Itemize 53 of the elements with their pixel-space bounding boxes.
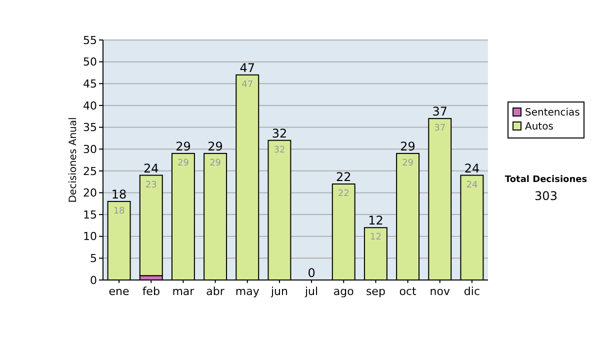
y-tick-label: 0 — [90, 274, 97, 287]
total-label: 32 — [272, 126, 288, 140]
data-label: 47 — [242, 80, 254, 90]
x-tick-label: may — [235, 285, 260, 298]
x-tick-label: sep — [366, 285, 386, 298]
data-label: 29 — [177, 158, 190, 168]
y-tick-label: 20 — [83, 186, 97, 200]
legend-label: Autos — [525, 122, 554, 132]
total-label: 0 — [308, 266, 316, 280]
total-label: 24 — [143, 161, 159, 176]
data-label: 23 — [145, 180, 157, 190]
y-tick-label: 30 — [83, 142, 97, 156]
x-tick-label: feb — [142, 285, 160, 298]
data-label: 32 — [274, 145, 286, 156]
total-label: 29 — [208, 139, 223, 154]
legend-label: Sentencias — [525, 108, 580, 118]
data-label: 12 — [370, 232, 382, 243]
data-label: 29 — [402, 158, 414, 168]
x-tick-label: nov — [430, 285, 450, 298]
x-tick-label: dic — [464, 285, 480, 298]
total-label: 18 — [111, 187, 127, 202]
x-tick-label: jun — [270, 285, 288, 298]
x-tick-label: jul — [304, 285, 318, 298]
bar — [139, 174, 163, 276]
data-label: 18 — [113, 206, 126, 216]
data-label: 24 — [466, 180, 478, 190]
x-tick-label: mar — [172, 285, 195, 298]
y-tick-label: 25 — [83, 164, 97, 178]
x-tick-label: ene — [108, 285, 130, 298]
total-label: 29 — [176, 139, 191, 154]
total-label: 12 — [368, 214, 384, 228]
total-label: 29 — [400, 139, 416, 154]
y-tick-label: 10 — [83, 230, 97, 244]
total-label: 47 — [240, 60, 256, 75]
y-tick-label: 45 — [83, 77, 97, 90]
y-tick-label: 55 — [83, 34, 97, 47]
total-label: 24 — [464, 161, 480, 176]
y-tick-label: 5 — [90, 252, 97, 266]
y-tick-label: 40 — [83, 99, 97, 112]
y-tick-label: 35 — [83, 121, 97, 134]
total-label: 37 — [432, 104, 448, 119]
total-label: 22 — [336, 170, 352, 184]
x-tick-label: abr — [206, 285, 225, 298]
data-label: 22 — [338, 189, 350, 199]
data-label: 29 — [210, 158, 222, 168]
y-axis-title: Decisiones Anual — [68, 117, 79, 203]
x-tick-label: ago — [333, 285, 354, 298]
x-tick-label: oct — [399, 285, 418, 298]
text: Total Decisiones — [504, 175, 588, 185]
y-tick-label: 50 — [83, 56, 97, 69]
text: 303 — [534, 189, 558, 203]
data-label: 37 — [434, 124, 446, 134]
y-tick-label: 15 — [83, 208, 97, 222]
